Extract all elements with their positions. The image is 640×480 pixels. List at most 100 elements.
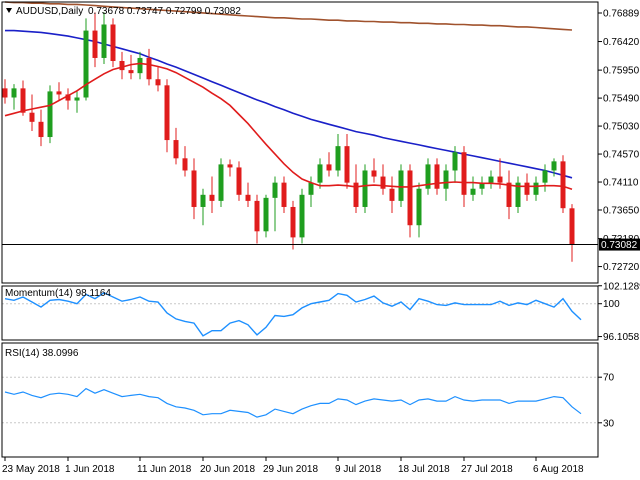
rsi-y-tick-label: 30 <box>603 418 615 429</box>
candle-body <box>335 146 341 171</box>
candle <box>326 152 332 177</box>
candle <box>434 158 440 195</box>
price-y-tick-label: 0.73650 <box>603 206 640 217</box>
rsi-title: RSI(14) 38.0996 <box>5 348 79 359</box>
rsi-pane[interactable]: 70 30 RSI(14) 38.0996 <box>1 342 615 458</box>
x-tick-label: 20 Jun 2018 <box>200 464 255 475</box>
candle <box>506 170 512 220</box>
candle <box>416 182 422 238</box>
candle <box>488 170 494 189</box>
candle-body <box>470 188 476 195</box>
price-y-tick-label: 0.76420 <box>603 37 640 48</box>
momentum-y-tick-label: 100 <box>603 299 620 310</box>
candle-body <box>281 182 287 207</box>
candle <box>101 12 107 65</box>
candle <box>65 88 71 110</box>
candle-body <box>83 30 89 98</box>
candle-body <box>290 206 296 238</box>
x-tick-label: 29 Jun 2018 <box>263 464 318 475</box>
candle <box>542 164 548 192</box>
candle <box>560 155 566 214</box>
candle-body <box>245 194 251 201</box>
candle-body <box>299 194 305 238</box>
x-tick-label: 6 Aug 2018 <box>533 464 584 475</box>
price-ma100-path <box>5 29 573 179</box>
candle <box>344 133 350 189</box>
candle <box>137 51 143 80</box>
price-y-tick-label: 0.74570 <box>603 150 640 161</box>
momentum-pane[interactable]: 102.1289 100 96.1058 Momentum(14) 98.1164 <box>1 281 640 343</box>
candle <box>299 188 305 244</box>
header-arrow-icon <box>6 8 12 13</box>
candle-body <box>74 97 80 101</box>
candle <box>272 176 278 232</box>
candle-body <box>551 161 557 171</box>
candle-body <box>524 182 530 195</box>
candle <box>362 164 368 214</box>
candle <box>110 18 116 68</box>
x-axis: 23 May 2018 1 Jun 2018 11 Jun 2018 20 Jun 2… <box>2 457 584 475</box>
candle-body <box>2 88 8 98</box>
candle-body <box>515 182 521 207</box>
candle-body <box>317 164 323 183</box>
candle-body <box>407 170 413 226</box>
sma200-line <box>4 1 573 31</box>
candle <box>353 164 359 214</box>
momentum-pane-frame <box>1 285 599 341</box>
sma20-line <box>4 62 573 191</box>
candle-body <box>191 170 197 207</box>
x-tick-label: 9 Jul 2018 <box>335 464 382 475</box>
candle <box>254 194 260 244</box>
candle-body <box>20 88 26 113</box>
candle-body <box>488 176 494 183</box>
candle-body <box>101 24 107 58</box>
x-tick-label: 27 Jul 2018 <box>461 464 513 475</box>
candle <box>119 51 125 80</box>
candle <box>335 133 341 177</box>
rsi-levels <box>2 376 598 424</box>
sma100-line <box>5 29 573 179</box>
price-title: AUDUSD,Daily <box>16 6 83 17</box>
candle-body <box>263 197 269 232</box>
momentum-y-axis: 102.1289 100 96.1058 <box>598 281 640 343</box>
price-y-tick-label: 0.75030 <box>603 122 640 133</box>
candle-body <box>425 164 431 189</box>
x-tick-label: 18 Jul 2018 <box>398 464 450 475</box>
candle-body <box>56 91 62 95</box>
candle-body <box>227 164 233 168</box>
price-y-tick-label: 0.76889 <box>603 9 640 20</box>
candle-body <box>137 57 143 74</box>
candle-body <box>146 57 152 80</box>
candle-body <box>560 161 566 209</box>
candle-body <box>119 60 125 71</box>
candle-body <box>452 152 458 171</box>
candle <box>83 18 89 101</box>
candle <box>407 164 413 238</box>
candle <box>200 188 206 226</box>
price-pane[interactable]: 0.76889 0.76420 0.75950 0.75490 0.75030 0.745… <box>1 1 640 284</box>
candle <box>191 158 197 220</box>
candle <box>182 146 188 177</box>
candle <box>38 109 44 147</box>
candle-body <box>398 170 404 201</box>
candle-body <box>236 167 242 195</box>
x-tick-label: 11 Jun 2018 <box>137 464 192 475</box>
candle-body <box>29 112 35 122</box>
candle <box>515 176 521 214</box>
candle-body <box>533 182 539 195</box>
candle-body <box>11 88 17 98</box>
candle-body <box>443 170 449 189</box>
candle <box>281 176 287 214</box>
price-pane-frame <box>1 1 599 284</box>
price-y-tick-label: 0.74110 <box>603 178 639 189</box>
current-price-box <box>599 238 640 251</box>
price-y-tick-label: 0.72720 <box>603 262 640 273</box>
candle-body <box>542 170 548 183</box>
momentum-y-tick-label: 102.1289 <box>603 281 640 292</box>
candle <box>569 204 575 262</box>
candle <box>371 158 377 183</box>
candle-body <box>461 152 467 195</box>
candle <box>551 158 557 177</box>
price-y-tick-label: 0.75950 <box>603 66 640 77</box>
